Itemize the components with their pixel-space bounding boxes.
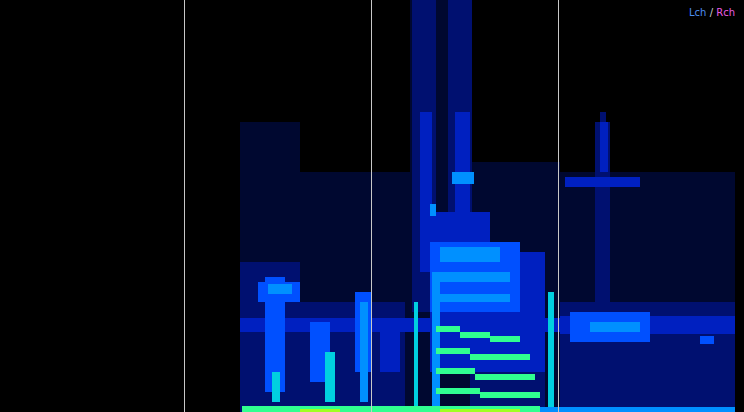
- cells: [240, 0, 735, 412]
- cell: [700, 336, 714, 344]
- cell: [548, 292, 554, 412]
- cell: [600, 122, 608, 172]
- cell: [360, 302, 368, 402]
- grid-line: [558, 0, 559, 412]
- cell: [540, 407, 735, 412]
- cell: [440, 294, 510, 302]
- cell: [436, 388, 480, 394]
- cell: [452, 172, 474, 184]
- cell: [460, 332, 490, 338]
- cell: [440, 272, 510, 282]
- cell: [475, 374, 535, 380]
- cell: [480, 392, 540, 398]
- spectrogram: Lch / Rch: [0, 0, 744, 412]
- cell: [268, 284, 292, 294]
- cell: [272, 372, 280, 402]
- cell: [300, 409, 340, 412]
- legend-separator: /: [706, 7, 716, 18]
- cell: [436, 348, 470, 354]
- legend: Lch / Rch: [689, 7, 735, 18]
- cell: [560, 172, 735, 412]
- grid-line: [371, 0, 372, 412]
- cell: [240, 122, 300, 412]
- cell: [490, 336, 520, 342]
- cell: [440, 247, 500, 262]
- cell: [570, 312, 650, 342]
- cell: [414, 302, 418, 412]
- cell: [242, 406, 540, 412]
- cell: [300, 172, 410, 412]
- cell: [590, 322, 640, 332]
- cell: [455, 112, 470, 212]
- cell: [565, 177, 640, 187]
- background: [0, 0, 744, 412]
- legend-entry: Lch: [689, 7, 706, 18]
- legend-entry: Rch: [716, 7, 735, 18]
- cell: [430, 204, 436, 216]
- cell: [380, 332, 400, 372]
- cell: [436, 368, 475, 374]
- cell: [240, 262, 300, 412]
- cell: [470, 354, 530, 360]
- cell: [430, 242, 520, 312]
- grid-line: [184, 0, 185, 412]
- cell: [440, 409, 520, 412]
- cell: [436, 326, 460, 332]
- cell: [560, 302, 735, 412]
- cell: [325, 352, 335, 402]
